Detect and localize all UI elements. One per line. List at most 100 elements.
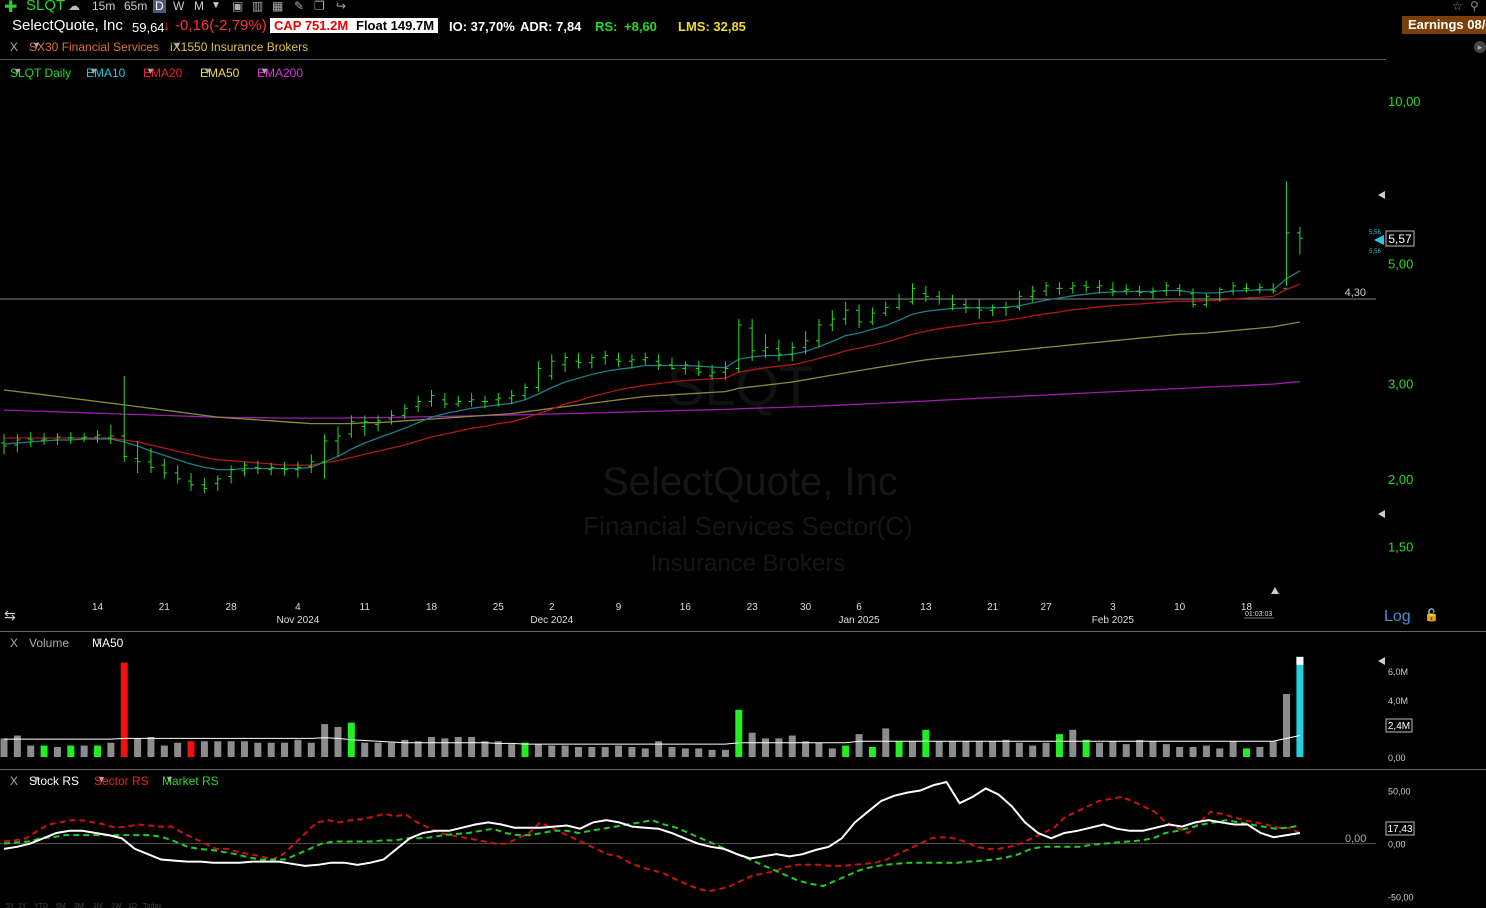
support-line[interactable]: 4,30 — [0, 287, 1376, 300]
volume-bar — [615, 745, 623, 757]
share-icon[interactable]: ↪ — [336, 0, 347, 13]
tv-icon[interactable]: ▣ — [232, 0, 244, 13]
ohlc-bar — [1136, 285, 1143, 297]
volume-bar-cap — [1296, 656, 1304, 665]
ohlc-bar — [107, 424, 114, 444]
ohlc-bar — [1190, 288, 1197, 308]
volume-bar — [828, 748, 836, 757]
time-tick-label: 23 — [747, 602, 759, 613]
rs-chart[interactable]: 50,00 0,00 -50,00 0,00 17,43 5Y 1Y YTD 6M 3M 1M… — [0, 780, 1486, 908]
range-button[interactable]: 1W — [111, 903, 122, 908]
star-icon[interactable]: ☆ — [1452, 0, 1463, 13]
range-button[interactable]: 1M — [93, 903, 103, 908]
range-button[interactable]: 1Y — [18, 903, 27, 908]
range-button[interactable]: Today — [143, 903, 162, 908]
market-cap: CAP 751.2M — [270, 18, 353, 33]
add-symbol-icon[interactable]: ✚ — [4, 0, 18, 16]
ohlc-bar — [1, 434, 7, 455]
ohlc-bar — [802, 331, 809, 355]
volume-bar — [214, 741, 222, 757]
copy-icon[interactable]: ❐ — [314, 0, 325, 13]
interval-15m[interactable]: 15m — [92, 0, 116, 13]
volume-bar — [855, 734, 863, 757]
scroll-left-icon[interactable] — [1378, 191, 1385, 199]
range-button[interactable]: 5Y — [6, 903, 15, 908]
time-tick-label: 6 — [856, 602, 862, 613]
ohlc-bar — [415, 395, 422, 412]
time-tick-label: 4 — [295, 602, 301, 613]
group-close-button[interactable]: X — [10, 40, 19, 54]
reset-zoom-icon[interactable]: ⇆ — [4, 607, 16, 623]
interval-monthly[interactable]: M — [194, 0, 204, 13]
interval-weekly[interactable]: W — [173, 0, 185, 13]
volume-bar — [254, 742, 262, 757]
settings-icon[interactable]: ⚲ — [1470, 0, 1479, 13]
ohlc-bar — [228, 465, 235, 484]
symbol-indicator-label: SLQT Daily — [10, 66, 72, 80]
range-button[interactable]: 3M — [74, 903, 84, 908]
volume-bar — [802, 741, 810, 757]
interval-dropdown-icon[interactable]: ▼ — [211, 0, 221, 11]
volume-bar — [200, 741, 208, 757]
ohlc-bar — [936, 290, 943, 305]
price-tick-label: 2,00 — [1388, 472, 1413, 487]
earnings-badge[interactable]: Earnings 08/0 — [1402, 16, 1486, 34]
volume-close-button[interactable]: X — [10, 636, 19, 650]
industry-group-label: iX1550 Insurance Brokers — [170, 40, 309, 54]
volume-ma-label: MA50 — [92, 636, 124, 650]
ohlc-bar — [41, 433, 48, 445]
price-tick-label: 3,00 — [1388, 377, 1413, 392]
support-hline-label: 4,30 — [1345, 287, 1366, 299]
range-button[interactable]: 1D — [128, 903, 137, 908]
range-button[interactable]: 6M — [56, 903, 66, 908]
volume-bar — [975, 741, 983, 757]
volume-bars — [0, 656, 1304, 757]
divider — [0, 769, 1486, 770]
ohlc-bar — [749, 318, 756, 362]
ohlc-bar — [495, 393, 502, 407]
chevron-down-icon: ▼ — [203, 66, 212, 76]
interval-65m[interactable]: 65m — [124, 0, 148, 13]
volume-bar — [842, 745, 850, 757]
volume-bar — [120, 662, 128, 757]
scroll-left-icon[interactable] — [1378, 510, 1385, 518]
volume-bar — [1149, 741, 1157, 757]
scroll-up-icon[interactable] — [1271, 587, 1279, 594]
ohlc-bar — [121, 375, 128, 462]
month-label: Dec 2024 — [530, 615, 573, 626]
time-tick-label: 28 — [226, 602, 238, 613]
rs-close-button[interactable]: X — [10, 774, 19, 788]
ohlc-bar — [548, 354, 555, 380]
volume-bar — [641, 748, 649, 757]
ohlc-bar — [455, 395, 462, 407]
range-button[interactable]: YTD — [34, 903, 48, 908]
time-axis: 14 21 28 4 11 18 25 2 9 16 23 30 6 13 21 27 3 10 18 Nov 202… — [92, 602, 1253, 626]
lms-value: LMS: 32,85 — [678, 19, 746, 34]
cloud-icon[interactable]: ☁ — [68, 0, 80, 13]
ohlc-bar — [254, 460, 261, 475]
grid-icon[interactable]: ▦ — [272, 0, 284, 13]
ohlc-bar — [989, 304, 996, 317]
collapse-icon[interactable]: ▸ — [1474, 41, 1486, 53]
down-arrow-icon: ↓ — [163, 17, 170, 33]
ohlc-bar — [1083, 280, 1090, 293]
scroll-left-icon[interactable] — [1378, 657, 1385, 665]
log-scale-toggle[interactable]: Log — [1384, 608, 1411, 625]
ohlc-bar — [188, 473, 195, 491]
price-tick-label: 1,50 — [1388, 539, 1413, 554]
ticker-symbol[interactable]: SLQT — [26, 0, 66, 14]
pencil-icon[interactable]: ✎ — [294, 0, 305, 13]
ohlc-bar — [468, 393, 475, 407]
volume-bar — [281, 742, 289, 757]
time-tick-label: 21 — [987, 602, 999, 613]
chevron-down-icon: ▼ — [97, 774, 106, 784]
interval-daily[interactable]: D — [153, 0, 166, 13]
price-chart[interactable]: SLQT SelectQuote, Inc Financial Services… — [0, 60, 1486, 630]
countdown-timer: 01:03:03 — [1245, 611, 1272, 618]
ohlc-bar — [735, 318, 742, 373]
volume-chart[interactable]: 6,0M 4,0M 0,00 2,4M — [0, 650, 1486, 770]
rs-label: RS: — [595, 19, 618, 34]
lock-icon[interactable]: 🔓 — [1424, 608, 1439, 622]
bar-chart-icon[interactable]: ▥ — [252, 0, 264, 13]
watermark: SLQT SelectQuote, Inc Financial Services… — [583, 354, 912, 577]
